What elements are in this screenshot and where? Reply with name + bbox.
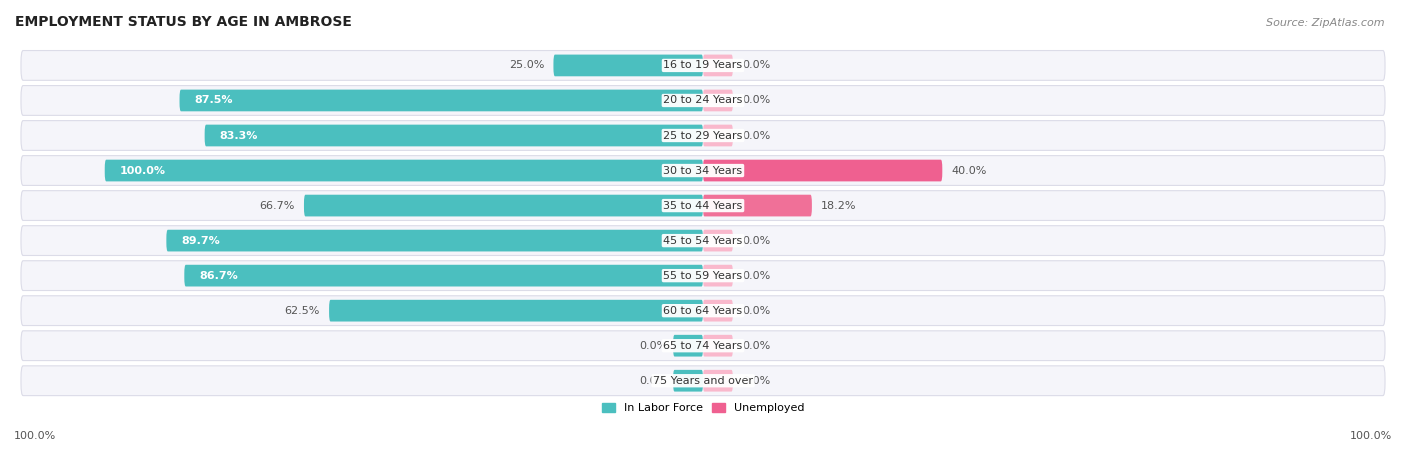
Text: 20 to 24 Years: 20 to 24 Years xyxy=(664,95,742,105)
FancyBboxPatch shape xyxy=(703,265,733,287)
Text: 100.0%: 100.0% xyxy=(14,431,56,441)
Text: 0.0%: 0.0% xyxy=(742,236,770,246)
FancyBboxPatch shape xyxy=(703,90,733,111)
Text: 30 to 34 Years: 30 to 34 Years xyxy=(664,166,742,176)
FancyBboxPatch shape xyxy=(180,90,703,111)
Text: 62.5%: 62.5% xyxy=(285,306,321,315)
Text: 100.0%: 100.0% xyxy=(120,166,166,176)
FancyBboxPatch shape xyxy=(104,160,703,181)
Text: Source: ZipAtlas.com: Source: ZipAtlas.com xyxy=(1267,18,1385,28)
FancyBboxPatch shape xyxy=(21,366,1385,396)
Text: 0.0%: 0.0% xyxy=(742,270,770,281)
FancyBboxPatch shape xyxy=(703,54,733,76)
Text: 89.7%: 89.7% xyxy=(181,236,221,246)
Text: 0.0%: 0.0% xyxy=(742,376,770,386)
FancyBboxPatch shape xyxy=(166,230,703,252)
FancyBboxPatch shape xyxy=(329,300,703,321)
FancyBboxPatch shape xyxy=(21,261,1385,291)
Text: 86.7%: 86.7% xyxy=(200,270,238,281)
Text: 0.0%: 0.0% xyxy=(742,60,770,71)
Text: 16 to 19 Years: 16 to 19 Years xyxy=(664,60,742,71)
FancyBboxPatch shape xyxy=(703,160,942,181)
Text: 0.0%: 0.0% xyxy=(742,130,770,140)
FancyBboxPatch shape xyxy=(304,195,703,216)
FancyBboxPatch shape xyxy=(21,50,1385,81)
FancyBboxPatch shape xyxy=(21,331,1385,360)
Text: 66.7%: 66.7% xyxy=(260,201,295,211)
Text: 0.0%: 0.0% xyxy=(742,306,770,315)
Text: 55 to 59 Years: 55 to 59 Years xyxy=(664,270,742,281)
FancyBboxPatch shape xyxy=(703,300,733,321)
FancyBboxPatch shape xyxy=(703,230,733,252)
FancyBboxPatch shape xyxy=(21,156,1385,185)
Text: 65 to 74 Years: 65 to 74 Years xyxy=(664,341,742,351)
FancyBboxPatch shape xyxy=(673,370,703,392)
FancyBboxPatch shape xyxy=(21,296,1385,325)
Text: 0.0%: 0.0% xyxy=(638,341,666,351)
Text: 0.0%: 0.0% xyxy=(742,95,770,105)
Text: 0.0%: 0.0% xyxy=(742,341,770,351)
FancyBboxPatch shape xyxy=(21,121,1385,150)
Text: 87.5%: 87.5% xyxy=(194,95,233,105)
Text: 25 to 29 Years: 25 to 29 Years xyxy=(664,130,742,140)
Text: 75 Years and over: 75 Years and over xyxy=(652,376,754,386)
FancyBboxPatch shape xyxy=(205,125,703,146)
FancyBboxPatch shape xyxy=(21,191,1385,220)
FancyBboxPatch shape xyxy=(673,335,703,356)
FancyBboxPatch shape xyxy=(554,54,703,76)
FancyBboxPatch shape xyxy=(703,335,733,356)
Text: EMPLOYMENT STATUS BY AGE IN AMBROSE: EMPLOYMENT STATUS BY AGE IN AMBROSE xyxy=(15,15,352,29)
FancyBboxPatch shape xyxy=(21,226,1385,256)
Text: 60 to 64 Years: 60 to 64 Years xyxy=(664,306,742,315)
Text: 40.0%: 40.0% xyxy=(952,166,987,176)
Text: 35 to 44 Years: 35 to 44 Years xyxy=(664,201,742,211)
FancyBboxPatch shape xyxy=(21,86,1385,115)
Text: 100.0%: 100.0% xyxy=(1350,431,1392,441)
FancyBboxPatch shape xyxy=(184,265,703,287)
Text: 18.2%: 18.2% xyxy=(821,201,856,211)
FancyBboxPatch shape xyxy=(703,370,733,392)
Legend: In Labor Force, Unemployed: In Labor Force, Unemployed xyxy=(598,398,808,418)
Text: 25.0%: 25.0% xyxy=(509,60,544,71)
FancyBboxPatch shape xyxy=(703,125,733,146)
Text: 45 to 54 Years: 45 to 54 Years xyxy=(664,236,742,246)
FancyBboxPatch shape xyxy=(703,195,811,216)
Text: 0.0%: 0.0% xyxy=(638,376,666,386)
Text: 83.3%: 83.3% xyxy=(219,130,257,140)
